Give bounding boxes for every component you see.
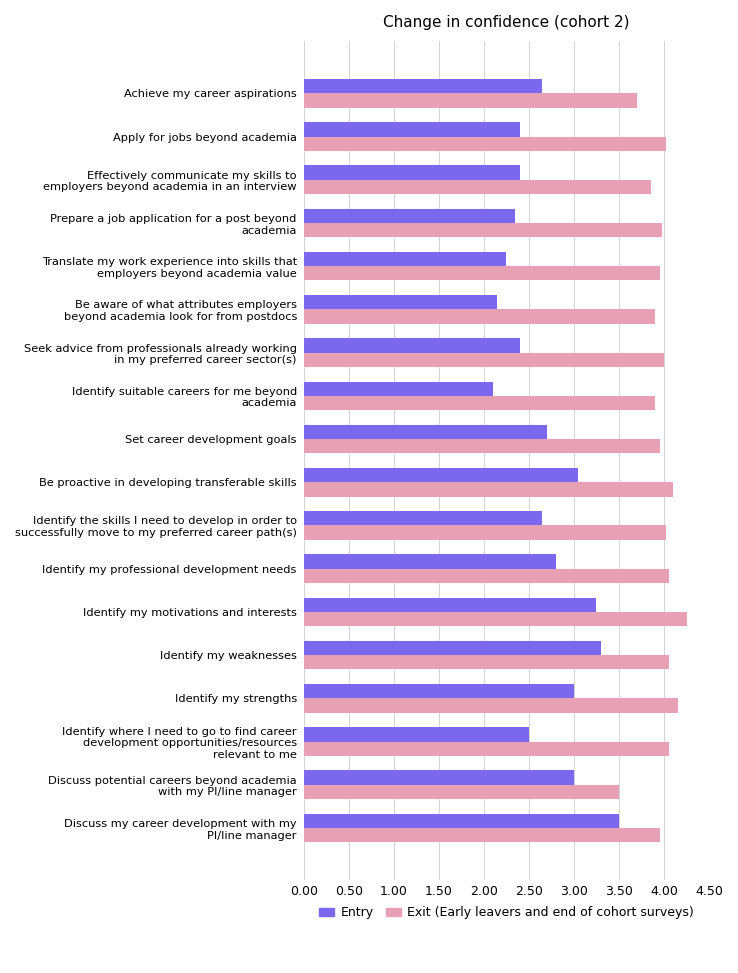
Bar	[304, 468, 579, 483]
Bar	[304, 339, 520, 352]
Bar	[304, 525, 666, 540]
Bar	[304, 79, 542, 93]
Bar	[304, 180, 650, 194]
Bar	[304, 252, 506, 267]
Bar	[304, 511, 542, 525]
Bar	[304, 641, 601, 655]
Bar	[304, 123, 520, 136]
Bar	[304, 136, 666, 151]
Bar	[304, 828, 660, 843]
Bar	[304, 741, 669, 756]
Bar	[304, 612, 686, 627]
Bar	[304, 208, 515, 223]
Bar	[304, 352, 664, 367]
Bar	[304, 439, 660, 453]
Bar	[304, 727, 529, 741]
Bar	[304, 295, 497, 309]
Bar	[304, 425, 547, 439]
Bar	[304, 555, 556, 568]
Bar	[304, 309, 655, 324]
Bar	[304, 165, 520, 180]
Bar	[304, 396, 655, 410]
Bar	[304, 785, 619, 799]
Bar	[304, 771, 574, 785]
Bar	[304, 684, 574, 699]
Bar	[304, 813, 619, 828]
Title: Change in confidence (cohort 2): Change in confidence (cohort 2)	[383, 15, 630, 30]
Bar	[304, 568, 669, 583]
Bar	[304, 597, 596, 612]
Legend: Entry, Exit (Early leavers and end of cohort surveys): Entry, Exit (Early leavers and end of co…	[314, 902, 699, 924]
Bar	[304, 483, 673, 496]
Bar	[304, 93, 637, 108]
Bar	[304, 381, 493, 396]
Bar	[304, 699, 677, 712]
Bar	[304, 655, 669, 669]
Bar	[304, 267, 660, 280]
Bar	[304, 223, 662, 237]
